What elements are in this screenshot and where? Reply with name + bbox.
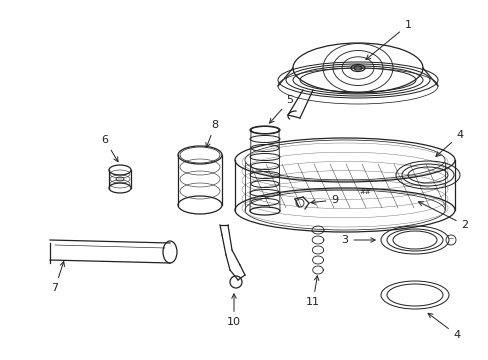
Text: 9: 9	[310, 195, 338, 205]
Text: 4: 4	[435, 130, 463, 157]
Text: ##: ##	[358, 189, 370, 195]
Text: 10: 10	[226, 294, 241, 327]
Text: 2: 2	[418, 202, 468, 230]
Text: 6: 6	[102, 135, 118, 162]
Text: 3: 3	[341, 235, 374, 245]
Text: 4: 4	[427, 313, 460, 340]
Text: 8: 8	[205, 120, 218, 147]
Text: 1: 1	[365, 20, 411, 59]
Text: 5: 5	[269, 95, 293, 123]
Text: 7: 7	[51, 262, 64, 293]
Text: 11: 11	[305, 276, 319, 307]
